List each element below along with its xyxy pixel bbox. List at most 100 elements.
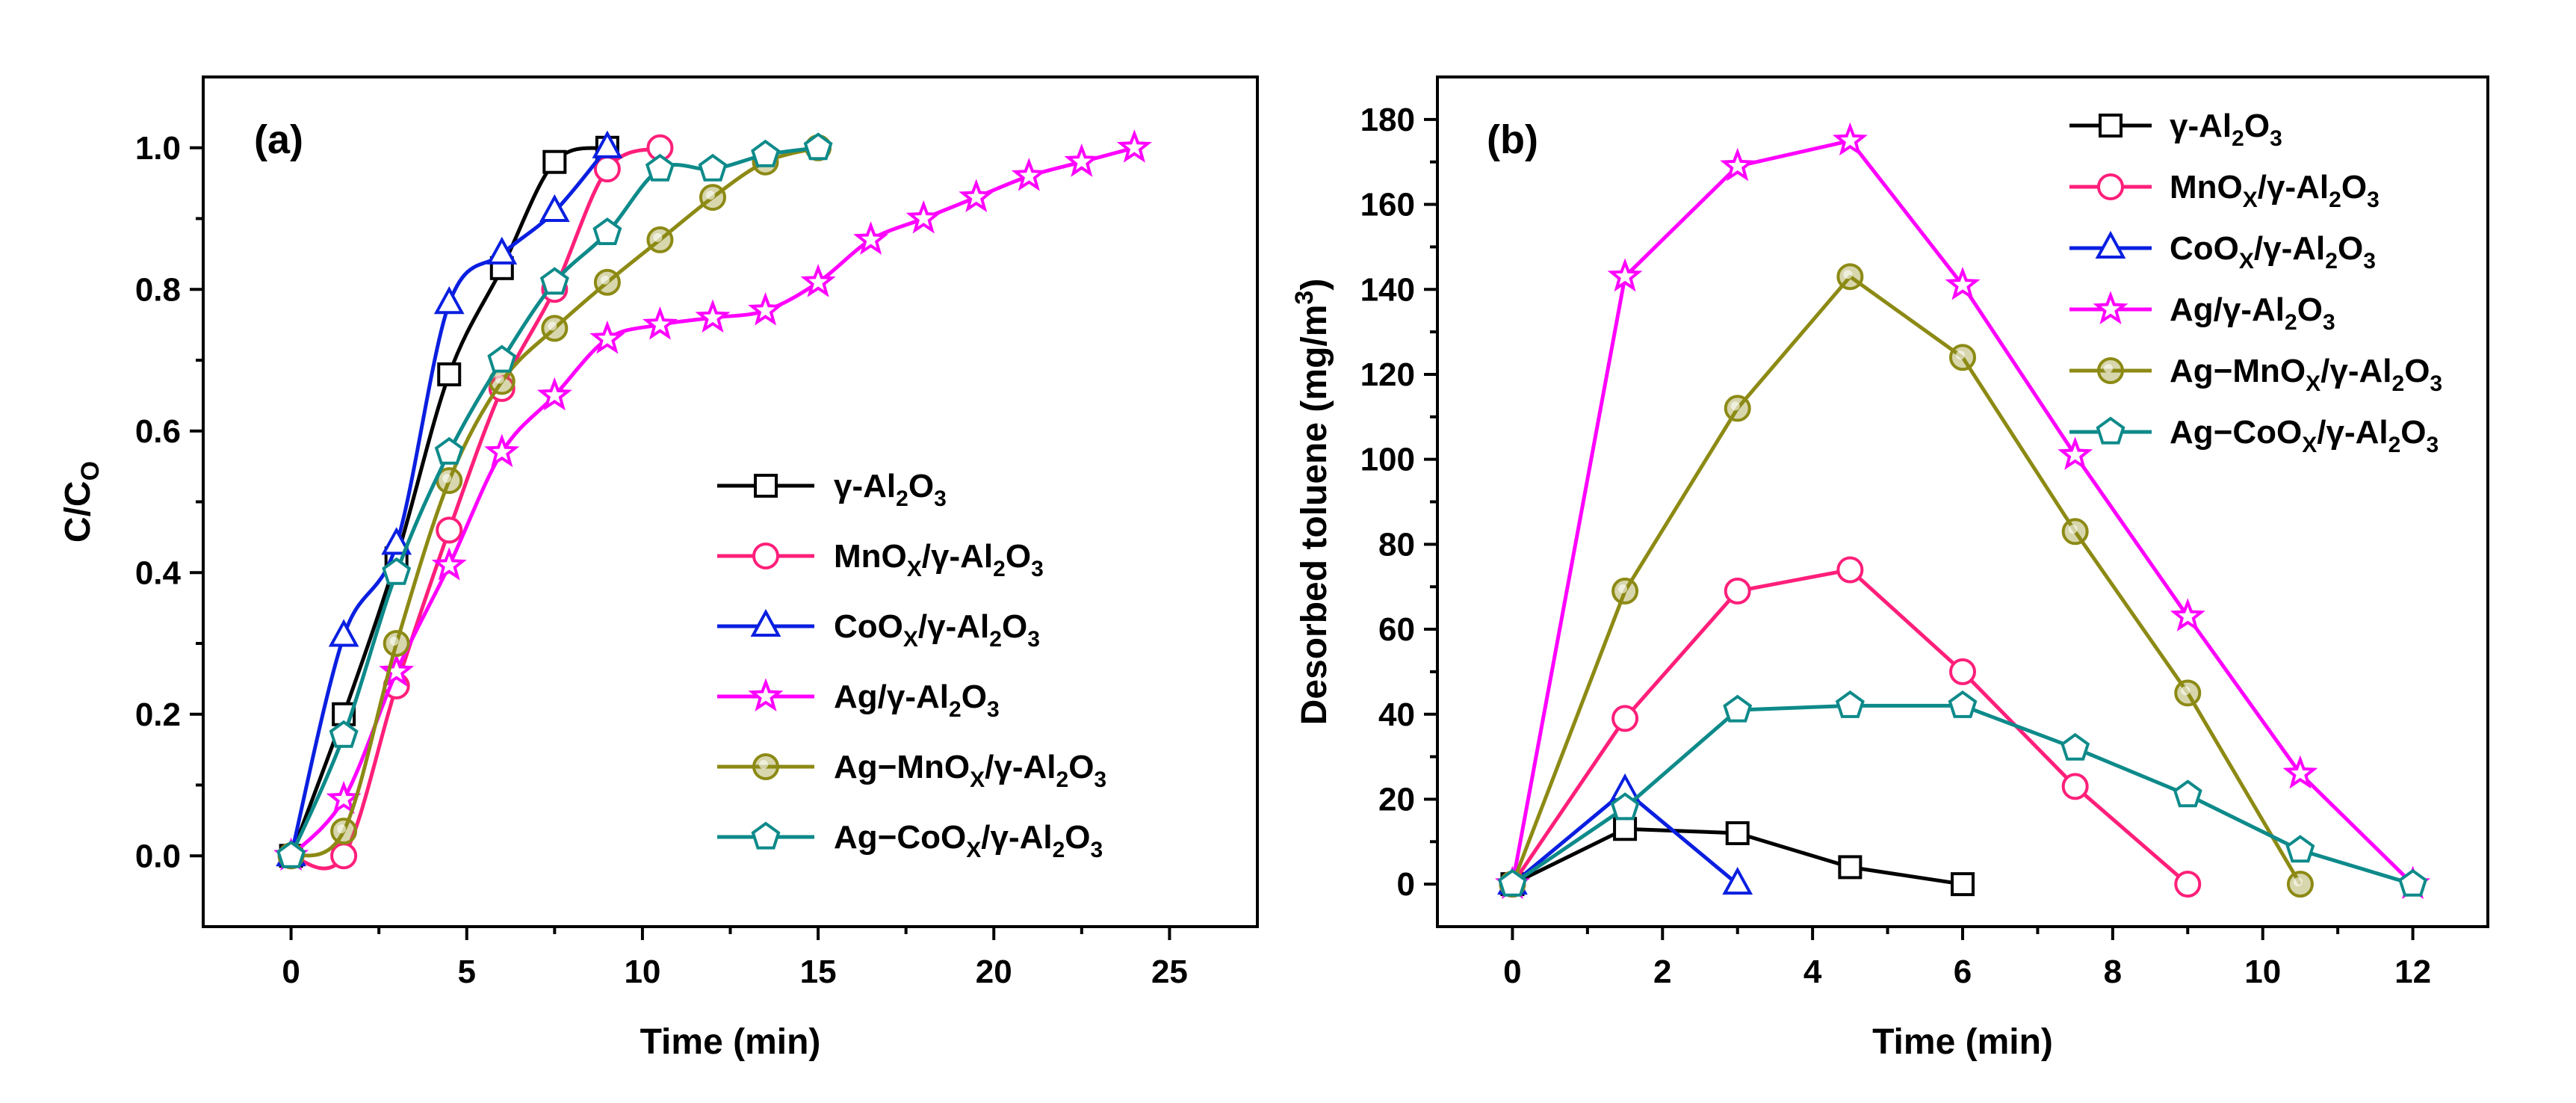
data-point bbox=[698, 153, 728, 182]
data-point bbox=[326, 780, 362, 815]
data-point bbox=[1497, 868, 1527, 897]
data-point bbox=[486, 236, 518, 265]
series-4 bbox=[1499, 263, 2314, 898]
legend-entry: Ag−CoOX​/γ-Al2​O3​ bbox=[2069, 414, 2439, 457]
data-point bbox=[1611, 705, 1639, 732]
data-point bbox=[2174, 871, 2202, 898]
y-axis-label: Desorbed toluene (mg/m3) bbox=[1290, 279, 1334, 726]
data-point bbox=[383, 630, 410, 657]
x-tick-label: 2 bbox=[1653, 954, 1671, 990]
series-5 bbox=[1497, 690, 2428, 897]
legend-marker bbox=[2097, 357, 2124, 384]
x-tick-label: 12 bbox=[2394, 954, 2431, 990]
legend-label: Ag/γ-Al2​O3​ bbox=[834, 679, 1000, 722]
data-point bbox=[592, 130, 623, 158]
legend-marker bbox=[752, 753, 779, 780]
panel-a-chart: 0 5 10 15 20 25 0.0 0.2 0.4 0.6 0.8 1.0 Time (min) C/… bbox=[58, 75, 1259, 1062]
legend-entry: Ag−MnOX​/γ-Al2​O3​ bbox=[2069, 353, 2442, 396]
data-point bbox=[2173, 779, 2202, 808]
x-tick-label: 10 bbox=[624, 954, 660, 990]
data-point bbox=[431, 547, 467, 581]
data-point bbox=[589, 320, 625, 354]
x-tick-label: 5 bbox=[458, 954, 476, 990]
legend-marker bbox=[754, 474, 778, 498]
data-point bbox=[1838, 855, 1863, 880]
legend-marker bbox=[748, 678, 784, 712]
legend: γ-Al2​O3​ MnOX​/γ-Al2​O3​ CoOX​/γ-Al2​O3​ A… bbox=[2069, 108, 2442, 457]
legend-entry: Ag/γ-Al2​O3​ bbox=[717, 678, 1000, 722]
y-tick-label: 20 bbox=[1378, 781, 1415, 818]
data-point bbox=[1836, 263, 1864, 291]
data-point bbox=[536, 377, 572, 411]
data-point bbox=[1945, 266, 1981, 300]
data-point bbox=[751, 139, 781, 167]
legend-entry: CoOX​/γ-Al2​O3​ bbox=[2069, 230, 2376, 274]
x-tick-label: 6 bbox=[1954, 954, 1972, 990]
data-point bbox=[2061, 518, 2089, 546]
x-tick-label: 15 bbox=[800, 954, 837, 990]
data-point bbox=[1951, 872, 1975, 897]
x-axis-label: Time (min) bbox=[640, 1022, 821, 1062]
data-point bbox=[330, 818, 358, 845]
y-tick-label: 160 bbox=[1360, 187, 1415, 223]
legend-entry: γ-Al2​O3​ bbox=[2069, 108, 2282, 151]
data-point bbox=[2061, 773, 2089, 800]
legend-marker bbox=[2095, 230, 2126, 259]
data-point bbox=[1720, 147, 1756, 182]
data-point bbox=[1836, 556, 1864, 584]
data-point bbox=[853, 221, 889, 255]
data-point bbox=[539, 194, 570, 223]
data-point bbox=[381, 527, 412, 555]
legend-entry: CoOX​/γ-Al2​O3​ bbox=[717, 608, 1040, 652]
data-point bbox=[748, 292, 784, 326]
x-tick-label: 0 bbox=[282, 954, 300, 990]
data-point bbox=[379, 653, 415, 687]
data-point bbox=[642, 306, 678, 340]
data-point bbox=[803, 132, 833, 161]
y-tick-label: 0.2 bbox=[135, 696, 181, 733]
series-0 bbox=[1500, 817, 1975, 897]
data-point bbox=[1611, 577, 1639, 605]
panel-label: (a) bbox=[254, 117, 303, 162]
y-tick-label: 1.0 bbox=[135, 130, 181, 167]
data-point bbox=[539, 267, 569, 295]
data-point bbox=[437, 362, 462, 386]
y-tick-label: 0.0 bbox=[135, 838, 181, 874]
legend-label: CoOX​/γ-Al2​O3​ bbox=[2170, 230, 2376, 274]
data-point bbox=[2170, 598, 2205, 632]
data-point bbox=[1949, 658, 1976, 685]
legend-marker bbox=[2099, 114, 2123, 138]
y-tick-label: 80 bbox=[1378, 526, 1415, 563]
legend-entry: MnOX​/γ-Al2​O3​ bbox=[2069, 169, 2380, 212]
x-tick-label: 4 bbox=[1803, 954, 1822, 990]
series-line bbox=[290, 146, 819, 858]
series-line bbox=[1511, 274, 2303, 886]
x-tick-label: 25 bbox=[1151, 954, 1188, 990]
legend-entry: MnOX​/γ-Al2​O3​ bbox=[717, 538, 1044, 581]
data-point bbox=[645, 153, 675, 182]
y-tick-label: 120 bbox=[1360, 356, 1415, 393]
data-point bbox=[1725, 821, 1750, 845]
legend-marker bbox=[752, 543, 779, 569]
data-point bbox=[800, 264, 836, 297]
data-point bbox=[436, 467, 463, 495]
legend-entry: Ag/γ-Al2​O3​ bbox=[2069, 291, 2335, 335]
legend-label: CoOX​/γ-Al2​O3​ bbox=[834, 608, 1040, 652]
data-point bbox=[1832, 122, 1868, 156]
data-point bbox=[541, 315, 569, 342]
legend-entry: γ-Al2​O3​ bbox=[717, 468, 947, 511]
data-point bbox=[1723, 694, 1753, 723]
data-point bbox=[905, 200, 941, 234]
series-4 bbox=[277, 134, 832, 870]
y-tick-label: 180 bbox=[1360, 102, 1415, 138]
x-tick-label: 10 bbox=[2244, 954, 2281, 990]
data-point bbox=[328, 619, 359, 647]
data-point bbox=[592, 217, 622, 245]
data-point bbox=[329, 720, 359, 748]
data-point bbox=[542, 149, 567, 174]
y-tick-label: 0.8 bbox=[135, 271, 181, 308]
data-point bbox=[1724, 395, 1751, 422]
data-point bbox=[593, 268, 621, 296]
series-5 bbox=[276, 132, 833, 868]
